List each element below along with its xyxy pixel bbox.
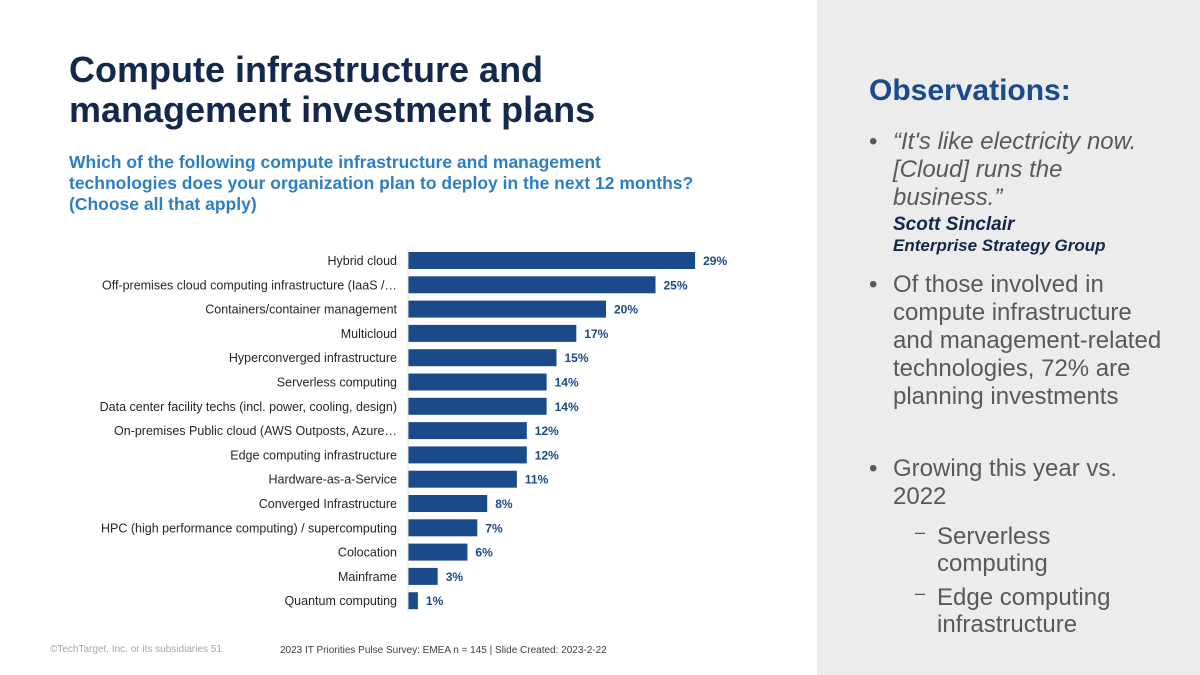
value-label: 7%: [485, 521, 503, 535]
growth-item-text: Edge computing infrastructure: [937, 584, 1111, 638]
quote-org: Enterprise Strategy Group: [893, 236, 1106, 255]
value-label: 6%: [475, 546, 493, 560]
bullet-icon: •: [869, 128, 878, 155]
category-label: Hardware-as-a-Service: [268, 473, 397, 487]
observation-investment-text: Of those involved in compute infrastruct…: [893, 271, 1162, 410]
value-label: 14%: [555, 376, 579, 390]
quote-text: “It's like electricity now. [Cloud] runs…: [893, 128, 1137, 211]
value-label: 29%: [703, 254, 727, 268]
survey-question: Which of the following compute infrastru…: [69, 152, 694, 214]
observations-panel: Observations: • “It's like electricity n…: [817, 0, 1200, 675]
bar: [408, 373, 547, 391]
category-label: Hybrid cloud: [328, 254, 398, 268]
category-label: HPC (high performance computing) / super…: [101, 521, 397, 535]
category-label: Containers/container management: [205, 303, 397, 317]
value-label: 12%: [535, 424, 559, 438]
category-label: Serverless computing: [277, 376, 397, 390]
bar-chart: Hybrid cloud 29% Off-premises cloud comput…: [100, 249, 727, 613]
category-label: Colocation: [338, 546, 397, 560]
bar: [408, 276, 656, 294]
value-label: 14%: [555, 400, 579, 414]
bar: [408, 495, 488, 512]
bar: [408, 324, 577, 342]
dash-icon: –: [915, 583, 926, 603]
bar: [408, 470, 517, 488]
bar: [408, 592, 418, 610]
dash-icon: –: [915, 522, 926, 542]
category-label: Hyperconverged infrastructure: [229, 351, 397, 365]
value-label: 25%: [664, 278, 688, 292]
value-label: 1%: [426, 594, 444, 608]
value-label: 17%: [584, 327, 608, 341]
category-label: Edge computing infrastructure: [230, 448, 397, 462]
quote-author: Scott Sinclair: [893, 214, 1015, 235]
bar: [408, 300, 606, 318]
category-label: Multicloud: [341, 327, 397, 341]
bar: [408, 567, 438, 585]
observations-heading: Observations:: [869, 74, 1071, 107]
value-label: 15%: [565, 351, 589, 365]
slide-title: Compute infrastructure and management in…: [69, 49, 596, 130]
bullet-icon: •: [869, 271, 878, 298]
category-label: Data center facility techs (incl. power,…: [100, 400, 397, 414]
growth-item-text: Serverless computing: [937, 523, 1051, 577]
bullet-icon: •: [869, 455, 878, 482]
category-label: Quantum computing: [284, 594, 397, 608]
value-label: 8%: [495, 497, 513, 511]
value-label: 20%: [614, 303, 638, 317]
bar: [408, 543, 468, 561]
bar: [408, 519, 478, 537]
value-label: 12%: [535, 448, 559, 462]
observation-growth-text: Growing this year vs. 2022: [893, 455, 1118, 510]
copyright-footer: ©TechTarget, Inc. or its subsidiaries 51: [50, 644, 222, 655]
category-label: Converged Infrastructure: [259, 497, 397, 511]
value-label: 3%: [446, 570, 464, 584]
bar: [408, 252, 696, 269]
bar: [408, 446, 527, 464]
category-label: Mainframe: [338, 570, 397, 584]
slide-main: Compute infrastructure and management in…: [50, 49, 728, 656]
bar: [408, 397, 547, 415]
category-label: On-premises Public cloud (AWS Outposts, …: [114, 424, 397, 438]
source-footer: 2023 IT Priorities Pulse Survey: EMEA n …: [280, 645, 607, 656]
bar: [408, 422, 527, 440]
category-label: Off-premises cloud computing infrastruct…: [102, 278, 397, 292]
bar: [408, 349, 557, 367]
value-label: 11%: [525, 473, 549, 487]
